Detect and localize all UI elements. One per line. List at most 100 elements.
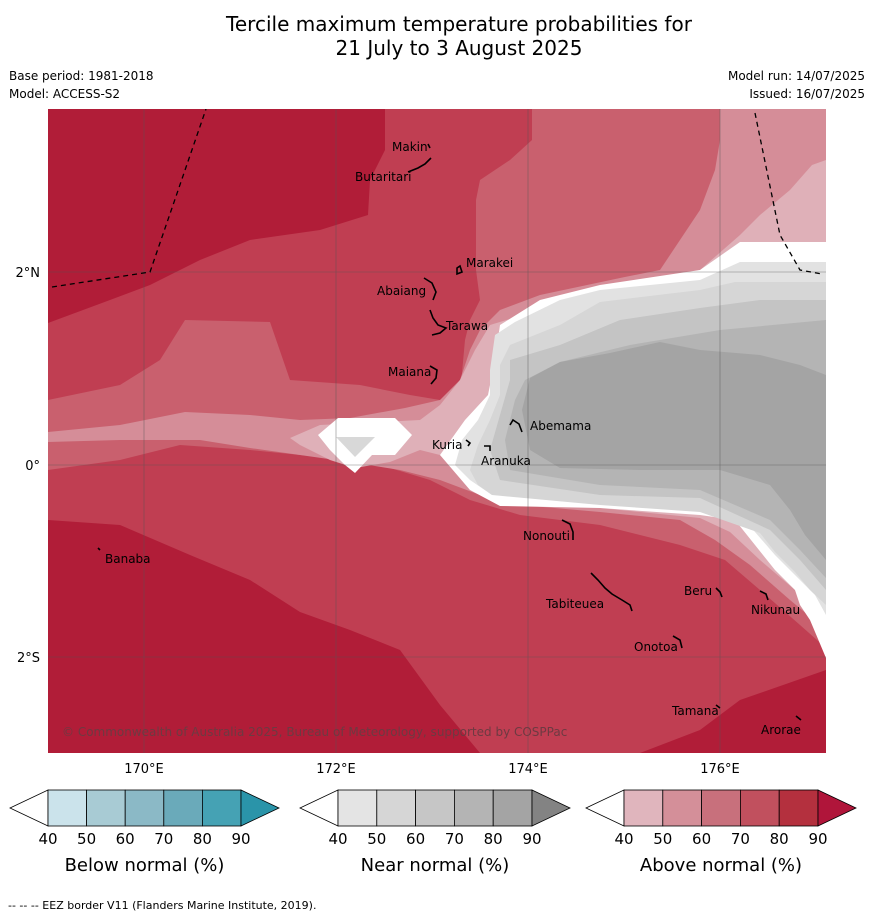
- colorbar-tick-label: 60: [692, 830, 711, 848]
- label-banaba: Banaba: [105, 552, 151, 566]
- eez-borders: [51, 109, 823, 288]
- map-title: Tercile maximum temperature probabilitie…: [0, 12, 873, 60]
- colorbar-segment: [47, 789, 87, 827]
- colorbar-tick-label: 60: [116, 830, 135, 848]
- colorbar-segment: [337, 789, 378, 827]
- model-run: Model run: 14/07/2025: [727, 69, 865, 83]
- lat-label-2s: 2°S: [17, 651, 40, 666]
- colorbar-tick-label: 80: [484, 830, 503, 848]
- lon-label-172e: 172°E: [316, 762, 356, 777]
- colorbar-high-extend: [817, 789, 857, 827]
- colorbar-high-extend: [531, 789, 571, 827]
- colorbar-high-extend: [240, 789, 280, 827]
- place-labels: Makin Butaritari Marakei Abaiang Tarawa …: [105, 140, 801, 737]
- island-tabiteuea: [590, 572, 633, 612]
- colorbar-segment: [662, 789, 702, 827]
- colorbar-tick-label: 90: [522, 830, 541, 848]
- colorbar-segment: [623, 789, 664, 827]
- lat-axis-labels: 2°N 0° 2°S: [16, 266, 41, 666]
- colorbar-low-extend: [585, 789, 625, 827]
- copyright-text: © Commonwealth of Australia 2025, Bureau…: [62, 725, 567, 739]
- colorbar-title: Below normal (%): [65, 855, 225, 876]
- lon-label-174e: 174°E: [508, 762, 548, 777]
- colorbar-title: Near normal (%): [361, 855, 510, 876]
- colorbar-low-extend: [9, 789, 49, 827]
- colorbar-tick-label: 90: [808, 830, 827, 848]
- label-abaiang: Abaiang: [377, 284, 426, 298]
- colorbar-tick-label: 80: [770, 830, 789, 848]
- island-banaba: [97, 547, 101, 551]
- colorbar-segment: [740, 789, 780, 827]
- label-arorae: Arorae: [761, 723, 801, 737]
- label-nikunau: Nikunau: [751, 603, 800, 617]
- meta-left: Base period: 1981-2018 Model: ACCESS-S2: [9, 67, 154, 103]
- label-aranuka: Aranuka: [481, 454, 531, 468]
- label-abemama: Abemama: [530, 419, 591, 433]
- eez-footer-note: -- -- -- EEZ border V11 (Flanders Marine…: [8, 899, 317, 912]
- colorbar-title: Above normal (%): [640, 855, 802, 876]
- island-outlines: [97, 143, 802, 721]
- colorbar-segment: [778, 789, 819, 827]
- colorbar-segment: [701, 789, 741, 827]
- colorbar-segment: [453, 789, 494, 827]
- island-nonouti: [561, 519, 574, 540]
- issued-date: Issued: 16/07/2025: [749, 87, 865, 101]
- island-marakei: [456, 264, 463, 276]
- lon-label-170e: 170°E: [124, 762, 164, 777]
- colorbar-segment: [376, 789, 416, 827]
- colorbar-tick-label: 70: [731, 830, 750, 848]
- colorbar-near-normal: 40 50 60 70 80 90 Near normal (%): [299, 789, 571, 876]
- label-tabiteuea: Tabiteuea: [545, 597, 604, 611]
- colorbar-tick-label: 70: [445, 830, 464, 848]
- label-tamana: Tamana: [671, 704, 719, 718]
- colorbar-segment: [86, 789, 126, 827]
- label-butaritari: Butaritari: [355, 170, 412, 184]
- title-line-2: 21 July to 3 August 2025: [335, 36, 583, 60]
- island-abaiang: [423, 277, 437, 301]
- colorbar-below-normal: 40 50 60 70 80 90 Below normal (%): [9, 789, 280, 876]
- colorbar-low-extend: [299, 789, 339, 827]
- island-beru: [715, 587, 723, 598]
- colorbar-segment: [492, 789, 533, 827]
- base-period: Base period: 1981-2018: [9, 69, 154, 83]
- colorbar-segment: [201, 789, 242, 827]
- label-makin: Makin: [392, 140, 428, 154]
- grid-lines: [48, 109, 826, 753]
- island-abemama: [509, 418, 523, 433]
- colorbar-tick-label: 50: [77, 830, 96, 848]
- island-maiana: [429, 365, 438, 385]
- island-tarawa: [429, 309, 448, 336]
- label-tarawa: Tarawa: [445, 319, 488, 333]
- colorbar-tick-label: 70: [154, 830, 173, 848]
- colorbar-tick-label: 40: [614, 830, 633, 848]
- lon-axis-labels: 170°E 172°E 174°E 176°E: [124, 762, 740, 777]
- island-aranuka: [484, 445, 491, 451]
- colorbar-segment: [163, 789, 203, 827]
- region-near-40-50-bubble: [336, 437, 375, 457]
- colorbar-tick-label: 80: [193, 830, 212, 848]
- label-onotoa: Onotoa: [634, 640, 678, 654]
- label-marakei: Marakei: [466, 256, 513, 270]
- island-nikunau: [759, 590, 769, 601]
- meta-right: Model run: 14/07/2025 Issued: 16/07/2025: [728, 67, 865, 103]
- colorbar-tick-label: 50: [367, 830, 386, 848]
- colorbar-tick-label: 90: [231, 830, 250, 848]
- region-near-80-90: [522, 342, 826, 560]
- island-butaritari: [407, 157, 432, 173]
- island-arorae: [795, 715, 802, 721]
- colorbar-tick-label: 50: [653, 830, 672, 848]
- island-kuria: [465, 439, 472, 447]
- colorbar-tick-label: 40: [328, 830, 347, 848]
- colorbar-segment: [124, 789, 165, 827]
- label-maiana: Maiana: [388, 365, 431, 379]
- lat-label-2n: 2°N: [16, 266, 41, 281]
- colorbar-above-normal: 40 50 60 70 80 90 Above normal (%): [585, 789, 857, 876]
- lon-label-176e: 176°E: [700, 762, 740, 777]
- island-onotoa: [672, 635, 683, 649]
- island-tamana: [715, 704, 721, 709]
- colorbar-tick-label: 60: [406, 830, 425, 848]
- label-nonouti: Nonouti: [523, 529, 570, 543]
- title-line-1: Tercile maximum temperature probabilitie…: [226, 12, 692, 36]
- island-makin: [427, 143, 431, 149]
